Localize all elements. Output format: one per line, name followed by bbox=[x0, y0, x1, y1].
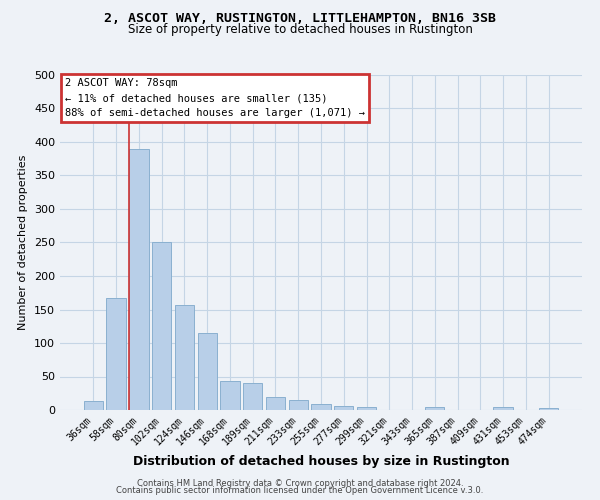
Bar bbox=[334, 406, 353, 410]
Bar bbox=[152, 242, 172, 410]
Text: Contains public sector information licensed under the Open Government Licence v.: Contains public sector information licen… bbox=[116, 486, 484, 495]
Text: Size of property relative to detached houses in Rustington: Size of property relative to detached ho… bbox=[128, 22, 472, 36]
Bar bbox=[425, 406, 445, 410]
Bar bbox=[493, 406, 513, 410]
Bar bbox=[289, 400, 308, 410]
Bar bbox=[175, 305, 194, 410]
Text: 2 ASCOT WAY: 78sqm
← 11% of detached houses are smaller (135)
88% of semi-detach: 2 ASCOT WAY: 78sqm ← 11% of detached hou… bbox=[65, 78, 365, 118]
Bar bbox=[106, 298, 126, 410]
Bar bbox=[84, 402, 103, 410]
Text: 2, ASCOT WAY, RUSTINGTON, LITTLEHAMPTON, BN16 3SB: 2, ASCOT WAY, RUSTINGTON, LITTLEHAMPTON,… bbox=[104, 12, 496, 26]
Y-axis label: Number of detached properties: Number of detached properties bbox=[19, 155, 28, 330]
Bar bbox=[243, 383, 262, 410]
Bar bbox=[357, 408, 376, 410]
Bar bbox=[539, 408, 558, 410]
Bar bbox=[129, 148, 149, 410]
X-axis label: Distribution of detached houses by size in Rustington: Distribution of detached houses by size … bbox=[133, 455, 509, 468]
Text: Contains HM Land Registry data © Crown copyright and database right 2024.: Contains HM Land Registry data © Crown c… bbox=[137, 478, 463, 488]
Bar bbox=[311, 404, 331, 410]
Bar bbox=[220, 381, 239, 410]
Bar bbox=[197, 333, 217, 410]
Bar bbox=[266, 398, 285, 410]
